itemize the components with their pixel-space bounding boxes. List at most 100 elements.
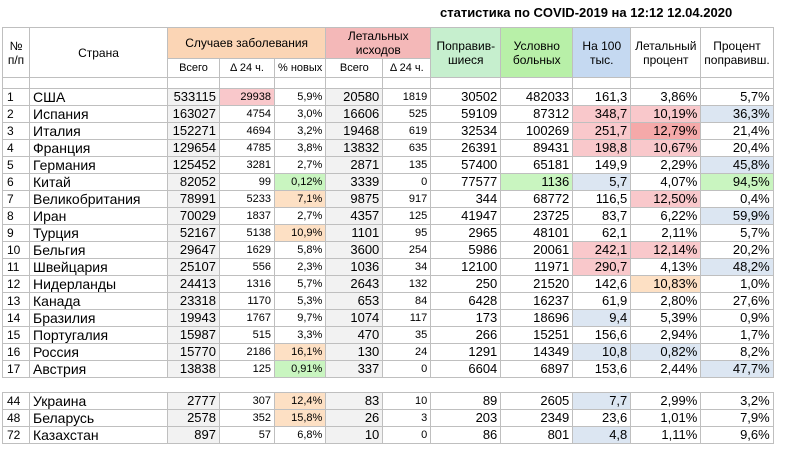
cell-act[interactable]: 11971: [500, 258, 574, 276]
cell-deaths[interactable]: 2871: [325, 156, 384, 174]
cell-n[interactable]: 6: [2, 173, 30, 191]
cell-country[interactable]: Португалия: [29, 326, 168, 344]
cell-rp[interactable]: 27,6%: [700, 292, 774, 310]
cell-lp[interactable]: 12,50%: [630, 190, 702, 208]
cell-deaths[interactable]: 13832: [325, 139, 384, 157]
cell-country[interactable]: Швейцария: [29, 258, 168, 276]
cell-rec[interactable]: 1291: [430, 343, 502, 361]
cell-rp[interactable]: 47,7%: [700, 360, 774, 378]
cell-lp[interactable]: 10,67%: [630, 139, 702, 157]
cell-n[interactable]: 44: [2, 392, 30, 410]
cell-cases[interactable]: 533115: [167, 88, 220, 106]
cell-cases[interactable]: 13838: [167, 360, 220, 378]
cell-n[interactable]: 7: [2, 190, 30, 208]
cell-act[interactable]: 15251: [500, 326, 574, 344]
cell-rp[interactable]: 5,7%: [700, 88, 774, 106]
cell-pnew[interactable]: 3,8%: [273, 139, 327, 157]
cell-d24[interactable]: 99: [219, 173, 275, 191]
cell-lp[interactable]: 1,11%: [630, 426, 702, 444]
cell-dd24[interactable]: 135: [382, 156, 432, 174]
cell-n[interactable]: 9: [2, 224, 30, 242]
cell-country[interactable]: Германия: [29, 156, 168, 174]
cell-pnew[interactable]: 5,3%: [273, 292, 327, 310]
cell-n[interactable]: 16: [2, 343, 30, 361]
cell-act[interactable]: 65181: [500, 156, 574, 174]
cell-p100[interactable]: 10,8: [572, 343, 632, 361]
cell-deaths[interactable]: 1074: [325, 309, 384, 327]
cell-deaths[interactable]: 130: [325, 343, 384, 361]
cell-d24[interactable]: 1170: [219, 292, 275, 310]
cell-deaths[interactable]: 2643: [325, 275, 384, 293]
cell-dd24[interactable]: 24: [382, 343, 432, 361]
cell-act[interactable]: 23725: [500, 207, 574, 225]
cell-lp[interactable]: 2,11%: [630, 224, 702, 242]
cell-lp[interactable]: 5,39%: [630, 309, 702, 327]
cell-pnew[interactable]: 3,0%: [273, 105, 327, 123]
cell-cases[interactable]: 24413: [167, 275, 220, 293]
cell-dd24[interactable]: 125: [382, 207, 432, 225]
cell-act[interactable]: 482033: [500, 88, 574, 106]
cell-n[interactable]: 12: [2, 275, 30, 293]
cell-deaths[interactable]: 1036: [325, 258, 384, 276]
cell-deaths[interactable]: 10: [325, 426, 384, 444]
cell-country[interactable]: Китай: [29, 173, 168, 191]
cell-rp[interactable]: 1,7%: [700, 326, 774, 344]
cell-p100[interactable]: 83,7: [572, 207, 632, 225]
cell-act[interactable]: 68772: [500, 190, 574, 208]
cell-act[interactable]: 87312: [500, 105, 574, 123]
cell-dd24[interactable]: 254: [382, 241, 432, 259]
cell-act[interactable]: 100269: [500, 122, 574, 140]
cell-rp[interactable]: 20,4%: [700, 139, 774, 157]
cell-rec[interactable]: 12100: [430, 258, 502, 276]
cell-cases[interactable]: 163027: [167, 105, 220, 123]
cell-rp[interactable]: 5,7%: [700, 224, 774, 242]
cell-n[interactable]: 14: [2, 309, 30, 327]
cell-cases[interactable]: 52167: [167, 224, 220, 242]
cell-n[interactable]: 2: [2, 105, 30, 123]
cell-d24[interactable]: 5233: [219, 190, 275, 208]
cell-cases[interactable]: 78991: [167, 190, 220, 208]
cell-d24[interactable]: 57: [219, 426, 275, 444]
cell-dd24[interactable]: 95: [382, 224, 432, 242]
cell-rp[interactable]: 1,0%: [700, 275, 774, 293]
cell-rec[interactable]: 32534: [430, 122, 502, 140]
cell-p100[interactable]: 149,9: [572, 156, 632, 174]
cell-dd24[interactable]: 10: [382, 392, 432, 410]
cell-n[interactable]: 15: [2, 326, 30, 344]
cell-pnew[interactable]: 2,7%: [273, 156, 327, 174]
cell-p100[interactable]: 116,5: [572, 190, 632, 208]
cell-act[interactable]: 16237: [500, 292, 574, 310]
cell-rec[interactable]: 344: [430, 190, 502, 208]
cell-rp[interactable]: 8,2%: [700, 343, 774, 361]
cell-d24[interactable]: 2186: [219, 343, 275, 361]
cell-rec[interactable]: 89: [430, 392, 502, 410]
cell-lp[interactable]: 10,19%: [630, 105, 702, 123]
cell-rec[interactable]: 86: [430, 426, 502, 444]
cell-n[interactable]: 3: [2, 122, 30, 140]
cell-cases[interactable]: 29647: [167, 241, 220, 259]
cell-cases[interactable]: 129654: [167, 139, 220, 157]
cell-lp[interactable]: 2,80%: [630, 292, 702, 310]
cell-deaths[interactable]: 4357: [325, 207, 384, 225]
cell-dd24[interactable]: 1819: [382, 88, 432, 106]
cell-pnew[interactable]: 5,8%: [273, 241, 327, 259]
cell-lp[interactable]: 2,94%: [630, 326, 702, 344]
cell-rp[interactable]: 20,2%: [700, 241, 774, 259]
cell-p100[interactable]: 9,4: [572, 309, 632, 327]
cell-cases[interactable]: 82052: [167, 173, 220, 191]
cell-lp[interactable]: 2,29%: [630, 156, 702, 174]
cell-pnew[interactable]: 6,8%: [273, 426, 327, 444]
cell-p100[interactable]: 5,7: [572, 173, 632, 191]
cell-pnew[interactable]: 12,4%: [273, 392, 327, 410]
cell-pnew[interactable]: 2,7%: [273, 207, 327, 225]
cell-cases[interactable]: 15770: [167, 343, 220, 361]
cell-country[interactable]: Турция: [29, 224, 168, 242]
cell-p100[interactable]: 156,6: [572, 326, 632, 344]
cell-rp[interactable]: 0,9%: [700, 309, 774, 327]
cell-pnew[interactable]: 3,3%: [273, 326, 327, 344]
cell-lp[interactable]: 2,44%: [630, 360, 702, 378]
cell-dd24[interactable]: 0: [382, 426, 432, 444]
cell-country[interactable]: Австрия: [29, 360, 168, 378]
cell-rp[interactable]: 0,4%: [700, 190, 774, 208]
cell-lp[interactable]: 2,99%: [630, 392, 702, 410]
